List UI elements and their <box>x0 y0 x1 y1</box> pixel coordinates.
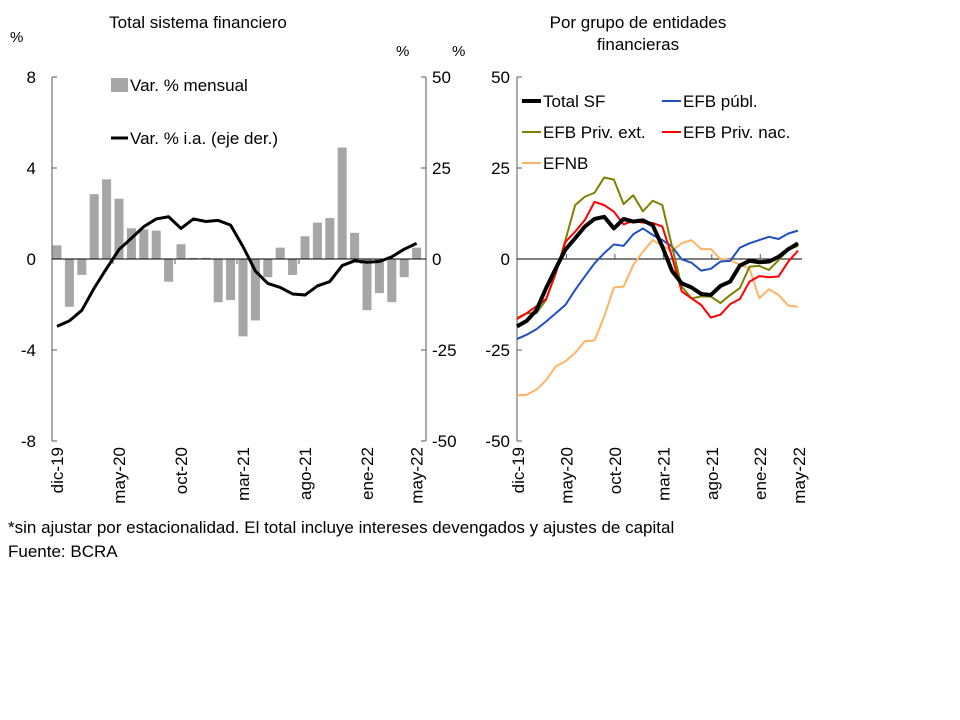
x-tick-label: may-22 <box>408 447 427 504</box>
bar <box>399 259 409 278</box>
x-tick-label: may-22 <box>790 447 809 504</box>
line-series-var-ia <box>56 215 418 328</box>
line-series-efnb <box>516 239 799 397</box>
bar <box>164 259 174 282</box>
left-right-y-unit-label: % <box>396 43 409 60</box>
bar <box>250 259 260 321</box>
left-y-tick-label: 4 <box>27 159 36 178</box>
y-tick-label: 25 <box>491 159 510 178</box>
bar <box>412 247 422 259</box>
x-tick-label: oct-20 <box>172 447 191 494</box>
y-tick-label: 0 <box>501 250 510 269</box>
bar <box>238 259 248 337</box>
bar <box>374 259 384 294</box>
x-tick-label: oct-20 <box>606 447 625 494</box>
left-chart: 8 4 0 -4 -8 50 25 0 -25 -50 dic-19 may-20 oct-20 mar-… <box>21 68 457 504</box>
x-tick-label: mar-21 <box>234 447 253 501</box>
bar <box>139 229 149 259</box>
bar <box>263 259 273 278</box>
source: Fuente: BCRA <box>8 542 118 561</box>
bar <box>176 244 186 259</box>
legend-label-mensual: Var. % mensual <box>130 76 248 95</box>
bar <box>288 259 298 275</box>
x-tick-label: mar-21 <box>654 447 673 501</box>
bar <box>77 259 87 275</box>
line-series-efb-priv-nac- <box>516 200 799 320</box>
x-tick-label: ene-22 <box>358 447 377 500</box>
bar <box>64 259 74 307</box>
x-tick-label: dic-19 <box>509 447 528 493</box>
line-series-efb-p-bl- <box>516 227 799 340</box>
left-y-tick-label: 8 <box>27 68 36 87</box>
x-tick-label: may-20 <box>557 447 576 504</box>
bar <box>126 228 136 259</box>
x-tick-label: may-20 <box>110 447 129 504</box>
bar <box>201 257 211 259</box>
right-y-tick-label: 50 <box>432 68 451 87</box>
legend-label: EFB Priv. nac. <box>683 123 790 142</box>
line-series-efb-priv-ext- <box>516 176 799 319</box>
x-tick-label: dic-19 <box>48 447 67 493</box>
bar <box>362 259 372 311</box>
bar <box>325 218 335 259</box>
line-series-total-sf <box>516 214 800 329</box>
legend-label: EFB públ. <box>683 92 758 111</box>
bar <box>52 245 62 259</box>
right-chart-title-line2: financieras <box>597 35 679 54</box>
legend-label: Total SF <box>543 92 605 111</box>
legend-label-ia: Var. % i.a. (eje der.) <box>130 129 278 148</box>
x-tick-label: ago-21 <box>296 447 315 500</box>
right-y-unit-label: % <box>452 43 465 60</box>
bar <box>300 236 310 259</box>
left-chart-title: Total sistema financiero <box>109 13 287 32</box>
x-tick-label: ago-21 <box>703 447 722 500</box>
y-tick-label: -50 <box>485 432 510 451</box>
bar <box>89 194 99 259</box>
x-tick-label: ene-22 <box>751 447 770 500</box>
bar <box>213 259 223 303</box>
legend-label: EFNB <box>543 154 588 173</box>
right-y-tick-label: 25 <box>432 159 451 178</box>
left-y-unit-label: % <box>10 29 23 46</box>
bar <box>114 198 124 259</box>
bar <box>226 259 236 300</box>
bar <box>188 257 198 259</box>
left-y-tick-label: -4 <box>21 341 36 360</box>
right-y-tick-label: 0 <box>432 250 441 269</box>
bar <box>312 222 322 259</box>
bar <box>337 147 347 259</box>
bar <box>102 179 112 259</box>
bar <box>350 232 360 259</box>
bar <box>275 247 285 259</box>
right-y-tick-label: -50 <box>432 432 457 451</box>
y-tick-label: 50 <box>491 68 510 87</box>
legend-swatch-bar <box>111 78 128 92</box>
bar <box>151 230 161 259</box>
left-y-tick-label: -8 <box>21 432 36 451</box>
bar <box>387 259 397 303</box>
right-y-tick-label: -25 <box>432 341 457 360</box>
legend-label: EFB Priv. ext. <box>543 123 646 142</box>
left-y-tick-label: 0 <box>27 250 36 269</box>
y-tick-label: -25 <box>485 341 510 360</box>
right-chart-title-line1: Por grupo de entidades <box>550 13 727 32</box>
footnote: *sin ajustar por estacionalidad. El tota… <box>8 518 675 537</box>
